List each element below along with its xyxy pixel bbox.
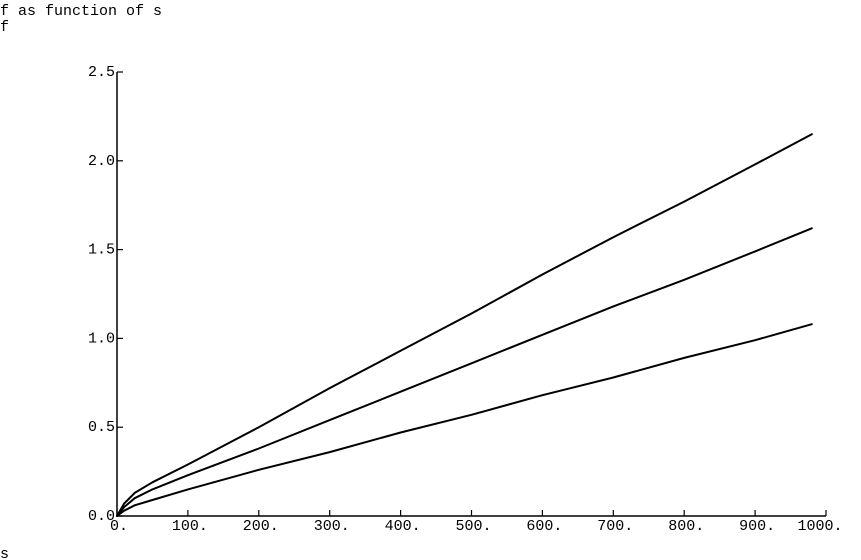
x-tick-label: 900. bbox=[739, 518, 775, 535]
x-tick-label: 300. bbox=[314, 518, 350, 535]
x-tick-label: 700. bbox=[597, 518, 633, 535]
y-tick-label: 1.5 bbox=[88, 242, 115, 259]
x-axis-label: s bbox=[0, 546, 9, 560]
y-tick-label: 2.0 bbox=[88, 153, 115, 170]
series-group bbox=[116, 133, 813, 517]
y-tick-label: 0.0 bbox=[88, 508, 115, 525]
y-axis-label: f bbox=[0, 19, 9, 36]
series-line-1 bbox=[116, 133, 813, 517]
chart-title: f as function of s bbox=[0, 3, 162, 20]
x-tick-label: 100. bbox=[172, 518, 208, 535]
y-tick-label: 2.5 bbox=[88, 64, 115, 81]
x-tick-label: 600. bbox=[526, 518, 562, 535]
x-ticks: 0. 100. 200. 300. 400. 500. 600. 700. 800. 900. 10… bbox=[110, 510, 843, 535]
y-ticks: 0.0 0.5 1.0 1.5 2.0 2.5 bbox=[88, 64, 123, 525]
y-tick-label: 0.5 bbox=[88, 419, 115, 436]
series-line-2 bbox=[116, 227, 813, 517]
series-line-3 bbox=[116, 323, 813, 517]
x-tick-label: 800. bbox=[668, 518, 704, 535]
x-tick-label: 500. bbox=[455, 518, 491, 535]
y-tick-label: 1.0 bbox=[88, 330, 115, 347]
x-tick-label: 1000. bbox=[797, 518, 842, 535]
x-tick-label: 0. bbox=[110, 518, 128, 535]
x-tick-label: 400. bbox=[385, 518, 421, 535]
x-tick-label: 200. bbox=[243, 518, 279, 535]
